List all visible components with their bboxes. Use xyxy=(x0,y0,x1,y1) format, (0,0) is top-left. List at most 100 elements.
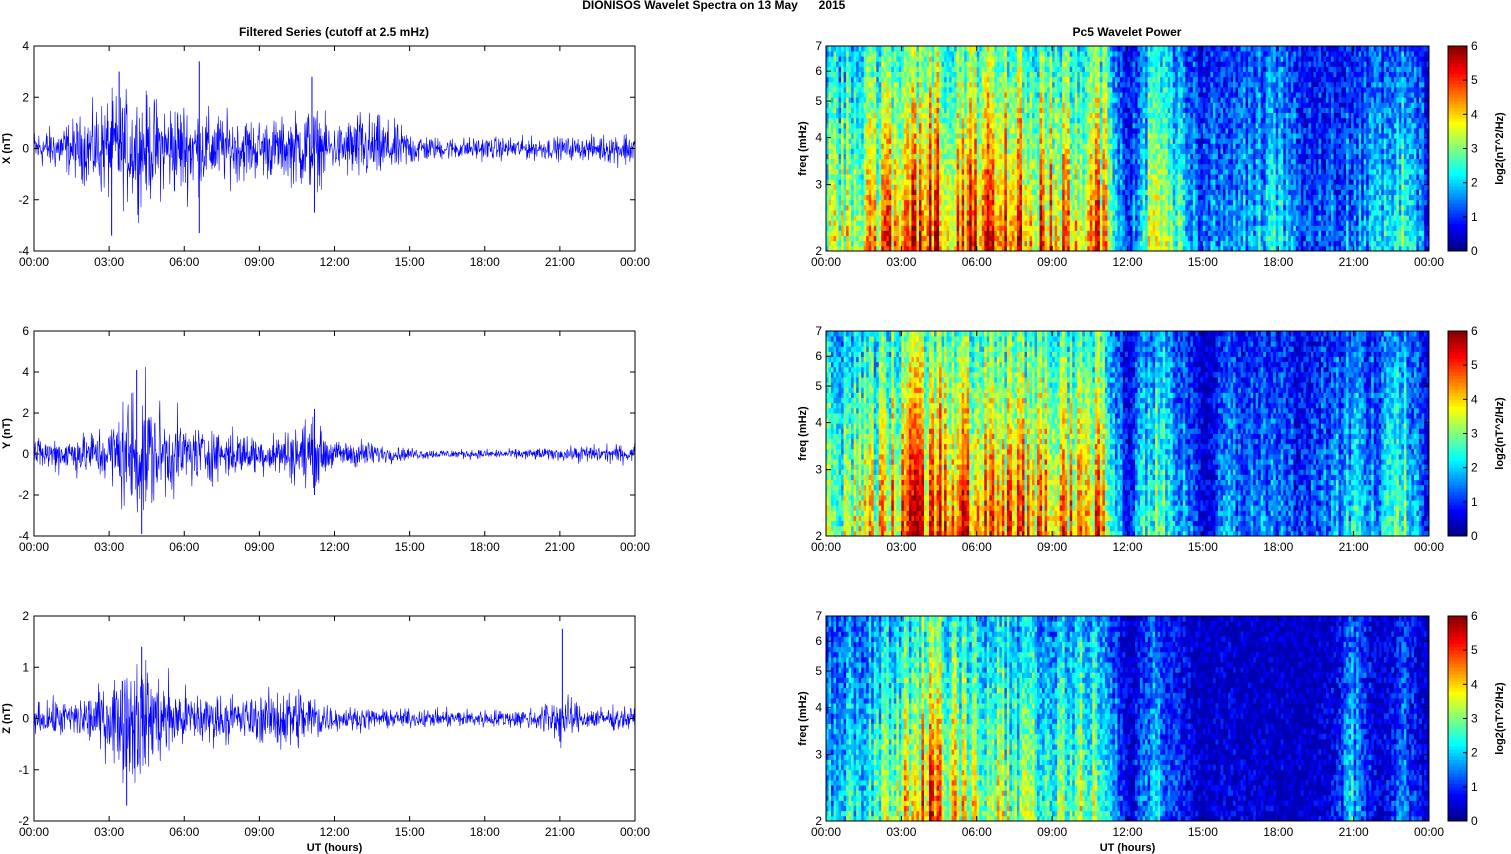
heatmap-cell xyxy=(1006,153,1010,160)
heatmap-cell xyxy=(921,220,925,226)
heatmap-cell xyxy=(1132,158,1136,165)
heatmap-cell xyxy=(876,204,880,211)
heatmap-cell xyxy=(921,235,925,242)
heatmap-cell xyxy=(1019,66,1023,73)
heatmap-cell xyxy=(878,240,882,247)
heatmap-cell xyxy=(969,163,973,170)
heatmap-cell xyxy=(868,76,872,83)
heatmap-cell xyxy=(1052,128,1056,134)
heatmap-cell xyxy=(883,107,887,114)
heatmap-cell xyxy=(863,174,867,180)
heatmap-cell xyxy=(954,138,958,144)
heatmap-cell xyxy=(1054,194,1058,201)
heatmap-cell xyxy=(986,76,990,83)
heatmap-cell xyxy=(856,133,860,139)
heatmap-cell xyxy=(916,189,920,196)
heatmap-cell xyxy=(1037,215,1040,221)
heatmap-cell xyxy=(1037,133,1040,139)
heatmap-cell xyxy=(1024,102,1028,108)
heatmap-cell xyxy=(826,240,829,247)
heatmap-cell xyxy=(921,133,925,139)
heatmap-cell xyxy=(936,81,940,88)
heatmap-cell xyxy=(1074,102,1078,108)
heatmap-cell xyxy=(979,81,983,88)
series-line xyxy=(33,87,636,224)
heatmap-cell xyxy=(1062,128,1066,134)
heatmap-cell xyxy=(929,66,932,73)
heatmap-cell xyxy=(934,46,937,52)
heatmap-cell xyxy=(1027,87,1030,93)
heatmap-cell xyxy=(936,107,940,114)
heatmap-cell xyxy=(1079,71,1083,78)
heatmap-cell xyxy=(949,112,953,119)
heatmap-cell xyxy=(1024,235,1028,242)
heatmap-cell xyxy=(841,51,844,57)
heatmap-cell xyxy=(1014,138,1018,144)
heatmap-cell xyxy=(1034,174,1038,180)
heatmap-cell xyxy=(1021,240,1025,247)
heatmap-cell xyxy=(949,87,953,93)
heatmap-cell xyxy=(841,87,844,93)
heatmap-cell xyxy=(1006,225,1010,231)
heatmap-cell xyxy=(951,76,955,83)
heatmap-cell xyxy=(868,51,872,57)
heatmap-cell xyxy=(1001,230,1005,237)
heatmap-cell xyxy=(1016,225,1020,231)
heatmap-cell xyxy=(951,235,955,242)
heatmap-cell xyxy=(991,184,995,190)
heatmap-cell xyxy=(1114,61,1118,67)
heatmap-cell xyxy=(936,143,940,149)
heatmap-cell xyxy=(1092,133,1096,139)
heatmap-cell xyxy=(908,163,912,170)
heatmap-cell xyxy=(906,245,910,252)
heatmap-cell xyxy=(1006,117,1010,124)
heatmap-cell xyxy=(881,240,885,247)
heatmap-cell xyxy=(1052,102,1056,108)
heatmap-cell xyxy=(863,61,867,67)
heatmap-cell xyxy=(1087,102,1091,108)
heatmap-cell xyxy=(1104,210,1108,216)
heatmap-cell xyxy=(1099,163,1103,170)
heatmap-cell xyxy=(949,51,953,57)
heatmap-cell xyxy=(1009,225,1013,231)
heatmap-cell xyxy=(1054,199,1058,206)
heatmap-cell xyxy=(1112,76,1116,83)
heatmap-cell xyxy=(974,169,978,175)
heatmap-cell xyxy=(1099,46,1103,52)
heatmap-cell xyxy=(1042,66,1045,73)
heatmap-cell xyxy=(918,230,922,237)
heatmap-cell xyxy=(1132,76,1136,83)
heatmap-cell xyxy=(903,92,907,98)
heatmap-cell xyxy=(871,179,875,185)
heatmap-cell xyxy=(1124,112,1128,119)
heatmap-cell xyxy=(848,61,852,67)
heatmap-cell xyxy=(929,194,932,201)
heatmap-cell xyxy=(946,174,950,180)
heatmap-cell xyxy=(949,122,953,129)
heatmap-cell xyxy=(1064,61,1068,67)
heatmap-cell xyxy=(981,51,985,57)
heatmap-cell xyxy=(1135,163,1138,170)
heatmap-cell xyxy=(1034,179,1038,185)
heatmap-cell xyxy=(916,204,920,211)
heatmap-cell xyxy=(1135,174,1138,180)
heatmap-cell xyxy=(896,230,900,237)
heatmap-cell xyxy=(876,92,880,98)
heatmap-cell xyxy=(1064,122,1068,129)
heatmap-cell xyxy=(1064,87,1068,93)
heatmap-cell xyxy=(976,102,980,108)
heatmap-cell xyxy=(916,245,920,252)
heatmap-cell xyxy=(959,235,963,242)
heatmap-cell xyxy=(1079,158,1083,165)
heatmap-cell xyxy=(1027,169,1030,175)
heatmap-cell xyxy=(916,66,920,73)
heatmap-cell xyxy=(1092,61,1096,67)
heatmap-cell xyxy=(1044,210,1048,216)
heatmap-cell xyxy=(878,194,882,201)
heatmap-cell xyxy=(981,225,985,231)
heatmap-cell xyxy=(1112,81,1116,88)
heatmap-cell xyxy=(1011,220,1015,226)
heatmap-cell xyxy=(1029,97,1033,103)
heatmap-cell xyxy=(1037,204,1040,211)
heatmap-cell xyxy=(1067,138,1071,144)
